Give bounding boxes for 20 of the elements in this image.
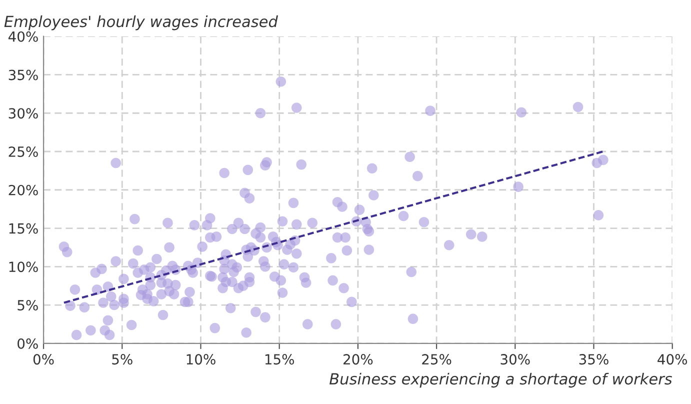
y-tick-label: 0% <box>18 338 38 349</box>
y-tick-label: 5% <box>18 300 38 310</box>
x-tick-label: 20% <box>344 354 373 365</box>
y-axis-title: Employees' hourly wages increased <box>4 15 278 30</box>
y-tick-label: 25% <box>8 146 38 157</box>
x-tick-label: 10% <box>186 354 216 365</box>
y-tick-label: 20% <box>8 184 38 196</box>
y-tick-label: 35% <box>8 70 38 80</box>
x-tick-label: 0% <box>33 354 54 365</box>
x-tick-label: 5% <box>112 354 132 365</box>
x-tick-label: 15% <box>265 354 294 365</box>
y-tick-label: 30% <box>8 108 38 119</box>
y-tick-label: 40% <box>8 31 38 42</box>
x-tick-label: 35% <box>579 354 608 365</box>
y-tick-label: 10% <box>9 262 38 272</box>
x-tick-label: 25% <box>422 354 452 365</box>
x-tick-label: 30% <box>500 354 530 365</box>
x-tick-label: 40% <box>658 354 688 365</box>
y-tick-label: 15% <box>9 223 38 234</box>
x-axis-title: Business experiencing a shortage of workers <box>330 372 672 388</box>
